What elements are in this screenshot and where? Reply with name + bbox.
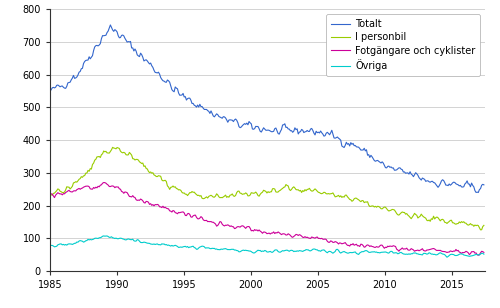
Fotgängare och cyklister bbox=[47, 193, 53, 197]
I personbil bbox=[47, 193, 53, 197]
Totalt bbox=[432, 181, 438, 185]
I personbil bbox=[478, 228, 484, 232]
Övriga bbox=[414, 252, 420, 256]
Övriga bbox=[432, 253, 438, 256]
Totalt bbox=[360, 148, 366, 152]
Totalt bbox=[378, 161, 384, 165]
Övriga bbox=[100, 234, 106, 238]
Fotgängare och cyklister bbox=[286, 233, 292, 236]
Övriga bbox=[250, 251, 256, 255]
Totalt bbox=[414, 172, 420, 176]
I personbil bbox=[378, 207, 384, 211]
Line: Totalt: Totalt bbox=[50, 25, 484, 193]
I personbil bbox=[360, 199, 366, 203]
Fotgängare och cyklister bbox=[100, 181, 106, 184]
Övriga bbox=[378, 250, 384, 254]
Totalt bbox=[250, 128, 256, 131]
Övriga bbox=[444, 255, 450, 259]
Line: I personbil: I personbil bbox=[50, 147, 484, 230]
I personbil bbox=[481, 224, 487, 227]
Totalt bbox=[481, 183, 487, 187]
Övriga bbox=[360, 250, 366, 253]
Fotgängare och cyklister bbox=[250, 229, 256, 233]
Övriga bbox=[47, 244, 53, 247]
I personbil bbox=[286, 188, 292, 191]
Övriga bbox=[481, 252, 487, 256]
I personbil bbox=[250, 191, 256, 195]
Övriga bbox=[286, 249, 292, 253]
Fotgängare och cyklister bbox=[360, 244, 366, 247]
Totalt bbox=[47, 89, 53, 93]
Totalt bbox=[108, 23, 114, 27]
Line: Fotgängare och cyklister: Fotgängare och cyklister bbox=[50, 183, 484, 255]
Fotgängare och cyklister bbox=[476, 253, 482, 257]
Fotgängare och cyklister bbox=[481, 251, 487, 254]
Fotgängare och cyklister bbox=[414, 249, 420, 252]
I personbil bbox=[110, 145, 116, 149]
Legend: Totalt, I personbil, Fotgängare och cyklister, Övriga: Totalt, I personbil, Fotgängare och cykl… bbox=[326, 14, 480, 76]
I personbil bbox=[432, 217, 438, 221]
Totalt bbox=[286, 127, 292, 131]
Fotgängare och cyklister bbox=[378, 243, 384, 247]
Line: Övriga: Övriga bbox=[50, 236, 484, 257]
I personbil bbox=[414, 213, 420, 217]
Totalt bbox=[476, 191, 482, 194]
Fotgängare och cyklister bbox=[432, 247, 438, 251]
